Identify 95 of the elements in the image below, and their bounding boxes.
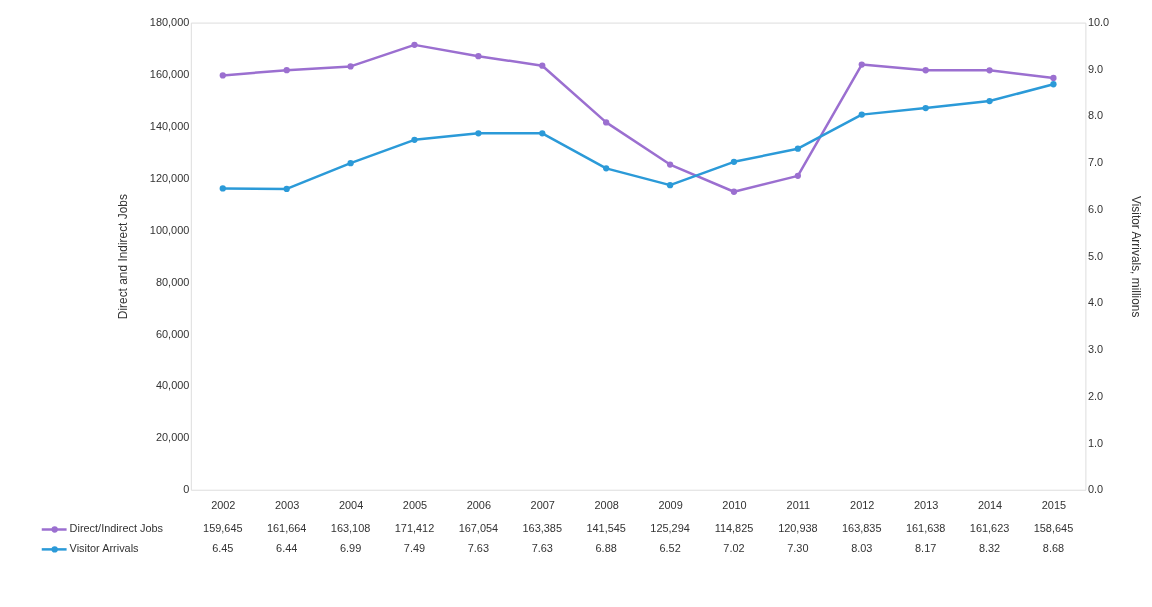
point (539, 130, 546, 137)
y-tick-label: 20,000 (155, 431, 190, 444)
x-tick-label: 2010 (722, 499, 747, 512)
x-tick-label: 2005 (402, 499, 428, 512)
y2-tick-label: 10.0 (1087, 16, 1110, 29)
data-label: 6.88 (595, 542, 617, 555)
point (475, 130, 482, 137)
data-label: 7.30 (787, 542, 809, 555)
point (666, 161, 674, 168)
x-tick-label: 2013 (914, 499, 939, 512)
y-tick-label: 120,000 (149, 171, 190, 184)
data-label: 8.17 (915, 542, 937, 555)
y-axis-title: Direct and Indirect Jobs (115, 194, 130, 320)
y2-tick-label: 4.0 (1087, 296, 1104, 309)
point (922, 67, 929, 74)
y2-tick-label: 7.0 (1087, 156, 1104, 169)
point (603, 119, 610, 126)
y-tick-label: 160,000 (149, 67, 190, 80)
data-label: 125,294 (650, 522, 690, 535)
data-label: 7.02 (723, 542, 745, 555)
y-tick-label: 80,000 (155, 275, 190, 288)
x-tick-label: 2002 (211, 499, 236, 512)
data-label: 161,623 (969, 522, 1010, 535)
y2-tick-label: 9.0 (1087, 62, 1104, 75)
data-label: 159,645 (203, 522, 243, 535)
point (219, 185, 226, 192)
data-label: 8.68 (1042, 542, 1065, 555)
x-tick-label: 2004 (338, 499, 364, 512)
y-tick-label: 180,000 (149, 16, 190, 29)
x-tick-label: 2011 (786, 499, 811, 512)
y2-tick-label: 0.0 (1087, 483, 1104, 496)
y-tick-label: 140,000 (149, 119, 190, 132)
point (922, 104, 929, 112)
point (986, 97, 993, 105)
point (858, 111, 865, 118)
x-tick-label: 2006 (466, 499, 492, 512)
point (283, 185, 290, 193)
point (411, 136, 418, 143)
y2-tick-label: 1.0 (1087, 436, 1104, 449)
point (539, 62, 546, 69)
x-tick-label: 2007 (530, 499, 555, 512)
y-tick-label: 100,000 (149, 223, 190, 236)
y2-tick-label: 3.0 (1087, 343, 1104, 356)
data-label: 163,108 (330, 522, 371, 535)
data-label: 120,938 (778, 522, 818, 535)
y2-axis-title: Visitor Arrivals, millions (1129, 195, 1144, 318)
point (603, 165, 610, 172)
data-label: 171,412 (394, 522, 435, 535)
y2-tick-label: 5.0 (1087, 249, 1104, 262)
point (730, 158, 738, 165)
data-label: 158,645 (1033, 522, 1074, 535)
point (858, 61, 865, 68)
point (794, 172, 802, 180)
y-tick-label: 60,000 (155, 327, 190, 340)
x-tick-label: 2008 (594, 499, 619, 512)
x-tick-label: 2012 (850, 499, 875, 512)
data-label: 8.32 (978, 542, 1001, 555)
data-label: 6.45 (212, 542, 234, 555)
point (411, 41, 418, 49)
legend-label: Direct/Indirect Jobs (69, 522, 164, 535)
data-label: 141,545 (586, 522, 626, 535)
data-label: 8.03 (851, 542, 873, 555)
data-label: 6.99 (339, 542, 362, 555)
point (794, 145, 802, 152)
data-label: 7.63 (531, 542, 553, 555)
y2-tick-label: 2.0 (1087, 389, 1104, 402)
x-tick-label: 2003 (275, 499, 300, 512)
data-label: 6.44 (276, 542, 298, 555)
data-label: 114,825 (714, 522, 754, 535)
point (475, 53, 482, 60)
y-tick-label: 0 (183, 483, 190, 496)
data-label: 161,638 (905, 522, 946, 535)
point (1050, 74, 1057, 82)
x-tick-label: 2015 (1041, 499, 1067, 512)
y2-tick-label: 8.0 (1087, 109, 1104, 122)
data-label: 167,054 (458, 522, 499, 535)
x-tick-label: 2014 (977, 499, 1003, 512)
y2-tick-label: 6.0 (1087, 202, 1104, 215)
point (666, 182, 674, 189)
data-label: 163,385 (522, 522, 563, 535)
x-tick-label: 2009 (658, 499, 683, 512)
data-label: 7.63 (467, 542, 490, 555)
point (347, 160, 354, 167)
data-label: 7.49 (403, 542, 426, 555)
point (219, 72, 226, 79)
legend-label: Visitor Arrivals (69, 542, 140, 555)
point (347, 63, 354, 70)
point (283, 67, 290, 74)
data-label: 161,664 (266, 522, 307, 535)
data-label: 6.52 (659, 542, 681, 555)
point (986, 67, 993, 74)
data-label: 163,835 (842, 522, 882, 535)
y-tick-label: 40,000 (155, 379, 190, 392)
point (1050, 81, 1057, 88)
point (730, 188, 738, 195)
